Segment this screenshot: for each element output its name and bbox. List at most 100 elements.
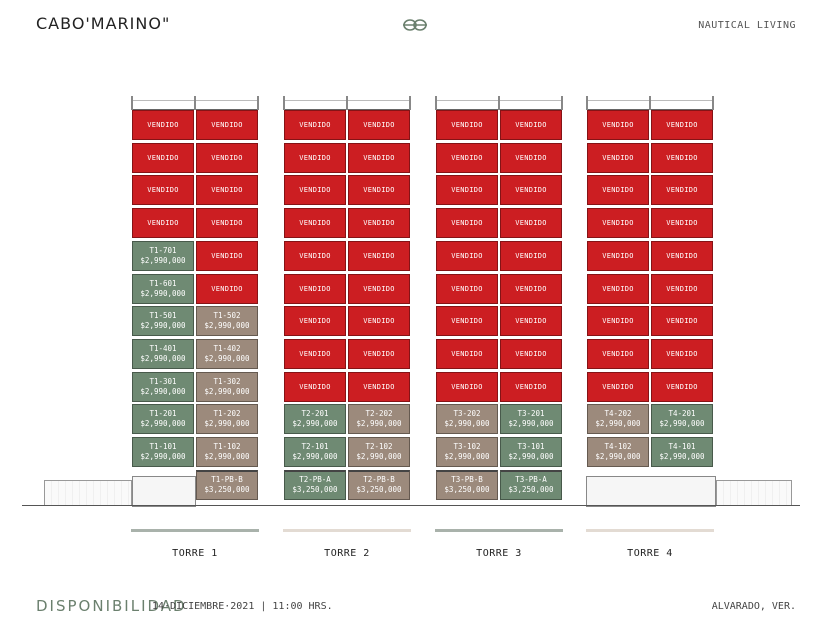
unit-sold[interactable]: VENDIDO bbox=[587, 175, 649, 206]
unit-sold[interactable]: VENDIDO bbox=[196, 208, 258, 239]
unit-sold[interactable]: VENDIDO bbox=[587, 306, 649, 337]
unit-sold[interactable]: VENDIDO bbox=[500, 175, 562, 206]
unit-available-t3-101[interactable]: T3-101 $2,990,000 bbox=[500, 437, 562, 467]
unit-sold[interactable]: VENDIDO bbox=[284, 240, 346, 271]
unit-available-t2-102[interactable]: T2-102 $2,990,000 bbox=[348, 437, 410, 467]
unit-sold[interactable]: VENDIDO bbox=[196, 175, 258, 206]
unit-sold[interactable]: VENDIDO bbox=[587, 273, 649, 304]
unit-sold[interactable]: VENDIDO bbox=[132, 208, 194, 239]
unit-available-t1-701[interactable]: T1-701 $2,990,000 bbox=[132, 240, 194, 271]
unit-sold[interactable]: VENDIDO bbox=[651, 371, 713, 402]
tower-4-label[interactable]: TORRE 4 bbox=[627, 548, 673, 559]
unit-available-t1-102[interactable]: T1-102 $2,990,000 bbox=[196, 437, 258, 467]
unit-available-t4-201[interactable]: T4-201 $2,990,000 bbox=[651, 404, 713, 435]
unit-sold[interactable]: VENDIDO bbox=[284, 306, 346, 337]
unit-sold[interactable]: VENDIDO bbox=[132, 110, 194, 140]
unit-sold[interactable]: VENDIDO bbox=[587, 240, 649, 271]
unit-sold[interactable]: VENDIDO bbox=[436, 240, 498, 271]
unit-sold[interactable]: VENDIDO bbox=[348, 240, 410, 271]
unit-sold[interactable]: VENDIDO bbox=[436, 110, 498, 140]
unit-available-t1-202[interactable]: T1-202 $2,990,000 bbox=[196, 404, 258, 435]
unit-available-t1-302[interactable]: T1-302 $2,990,000 bbox=[196, 371, 258, 402]
unit-sold[interactable]: VENDIDO bbox=[500, 306, 562, 337]
unit-available-t2-pb-b[interactable]: T2-PB-B $3,250,000 bbox=[348, 469, 410, 500]
unit-sold[interactable]: VENDIDO bbox=[587, 208, 649, 239]
unit-sold[interactable]: VENDIDO bbox=[348, 306, 410, 337]
unit-sold[interactable]: VENDIDO bbox=[651, 110, 713, 140]
unit-available-t1-402[interactable]: T1-402 $2,990,000 bbox=[196, 338, 258, 369]
unit-id: T1-301 bbox=[149, 376, 177, 386]
unit-available-t1-101[interactable]: T1-101 $2,990,000 bbox=[132, 437, 194, 467]
unit-sold[interactable]: VENDIDO bbox=[587, 110, 649, 140]
unit-sold[interactable]: VENDIDO bbox=[348, 110, 410, 140]
unit-sold[interactable]: VENDIDO bbox=[348, 338, 410, 369]
unit-sold[interactable]: VENDIDO bbox=[436, 306, 498, 337]
unit-available-t1-601[interactable]: T1-601 $2,990,000 bbox=[132, 273, 194, 304]
unit-sold[interactable]: VENDIDO bbox=[284, 371, 346, 402]
unit-sold[interactable]: VENDIDO bbox=[436, 142, 498, 173]
unit-sold[interactable]: VENDIDO bbox=[436, 338, 498, 369]
unit-sold[interactable]: VENDIDO bbox=[348, 371, 410, 402]
tower-2-label[interactable]: TORRE 2 bbox=[324, 548, 370, 559]
unit-sold[interactable]: VENDIDO bbox=[196, 240, 258, 271]
unit-sold[interactable]: VENDIDO bbox=[651, 142, 713, 173]
unit-sold[interactable]: VENDIDO bbox=[651, 208, 713, 239]
unit-sold[interactable]: VENDIDO bbox=[132, 175, 194, 206]
unit-sold[interactable]: VENDIDO bbox=[500, 240, 562, 271]
unit-sold[interactable]: VENDIDO bbox=[436, 371, 498, 402]
unit-sold[interactable]: VENDIDO bbox=[500, 110, 562, 140]
unit-sold[interactable]: VENDIDO bbox=[284, 338, 346, 369]
unit-available-t2-201[interactable]: T2-201 $2,990,000 bbox=[284, 404, 346, 435]
unit-sold[interactable]: VENDIDO bbox=[196, 273, 258, 304]
unit-sold[interactable]: VENDIDO bbox=[587, 371, 649, 402]
unit-sold[interactable]: VENDIDO bbox=[651, 273, 713, 304]
unit-available-t3-202[interactable]: T3-202 $2,990,000 bbox=[436, 404, 498, 435]
unit-sold[interactable]: VENDIDO bbox=[651, 240, 713, 271]
unit-available-t2-202[interactable]: T2-202 $2,990,000 bbox=[348, 404, 410, 435]
unit-sold[interactable]: VENDIDO bbox=[284, 208, 346, 239]
unit-sold[interactable]: VENDIDO bbox=[651, 175, 713, 206]
unit-sold[interactable]: VENDIDO bbox=[348, 273, 410, 304]
unit-sold[interactable]: VENDIDO bbox=[500, 142, 562, 173]
unit-sold[interactable]: VENDIDO bbox=[436, 175, 498, 206]
tower-3-label[interactable]: TORRE 3 bbox=[476, 548, 522, 559]
sold-label: VENDIDO bbox=[666, 284, 698, 293]
unit-available-t3-201[interactable]: T3-201 $2,990,000 bbox=[500, 404, 562, 435]
unit-available-t3-pb-b[interactable]: T3-PB-B $3,250,000 bbox=[436, 469, 498, 500]
unit-sold[interactable]: VENDIDO bbox=[651, 306, 713, 337]
unit-sold[interactable]: VENDIDO bbox=[436, 208, 498, 239]
unit-available-t4-102[interactable]: T4-102 $2,990,000 bbox=[587, 437, 649, 467]
unit-available-t1-501[interactable]: T1-501 $2,990,000 bbox=[132, 306, 194, 337]
tower-1-label[interactable]: TORRE 1 bbox=[172, 548, 218, 559]
sold-label: VENDIDO bbox=[451, 284, 483, 293]
unit-sold[interactable]: VENDIDO bbox=[651, 338, 713, 369]
unit-available-t1-401[interactable]: T1-401 $2,990,000 bbox=[132, 338, 194, 369]
unit-sold[interactable]: VENDIDO bbox=[500, 338, 562, 369]
unit-available-t1-301[interactable]: T1-301 $2,990,000 bbox=[132, 371, 194, 402]
unit-available-t4-101[interactable]: T4-101 $2,990,000 bbox=[651, 437, 713, 467]
unit-sold[interactable]: VENDIDO bbox=[348, 175, 410, 206]
unit-sold[interactable]: VENDIDO bbox=[284, 273, 346, 304]
unit-available-t1-502[interactable]: T1-502 $2,990,000 bbox=[196, 306, 258, 337]
unit-sold[interactable]: VENDIDO bbox=[500, 273, 562, 304]
unit-available-t2-101[interactable]: T2-101 $2,990,000 bbox=[284, 437, 346, 467]
unit-sold[interactable]: VENDIDO bbox=[587, 338, 649, 369]
unit-available-t2-pb-a[interactable]: T2-PB-A $3,250,000 bbox=[284, 469, 346, 500]
unit-available-t4-202[interactable]: T4-202 $2,990,000 bbox=[587, 404, 649, 435]
unit-available-t1-201[interactable]: T1-201 $2,990,000 bbox=[132, 404, 194, 435]
unit-sold[interactable]: VENDIDO bbox=[348, 142, 410, 173]
unit-sold[interactable]: VENDIDO bbox=[132, 142, 194, 173]
unit-available-t1-pb-b[interactable]: T1-PB-B $3,250,000 bbox=[196, 469, 258, 500]
unit-sold[interactable]: VENDIDO bbox=[348, 208, 410, 239]
unit-available-t3-pb-a[interactable]: T3-PB-A $3,250,000 bbox=[500, 469, 562, 500]
unit-sold[interactable]: VENDIDO bbox=[196, 110, 258, 140]
unit-sold[interactable]: VENDIDO bbox=[500, 371, 562, 402]
unit-sold[interactable]: VENDIDO bbox=[436, 273, 498, 304]
unit-available-t3-102[interactable]: T3-102 $2,990,000 bbox=[436, 437, 498, 467]
unit-sold[interactable]: VENDIDO bbox=[196, 142, 258, 173]
unit-sold[interactable]: VENDIDO bbox=[500, 208, 562, 239]
unit-sold[interactable]: VENDIDO bbox=[587, 142, 649, 173]
unit-sold[interactable]: VENDIDO bbox=[284, 110, 346, 140]
unit-sold[interactable]: VENDIDO bbox=[284, 142, 346, 173]
unit-sold[interactable]: VENDIDO bbox=[284, 175, 346, 206]
